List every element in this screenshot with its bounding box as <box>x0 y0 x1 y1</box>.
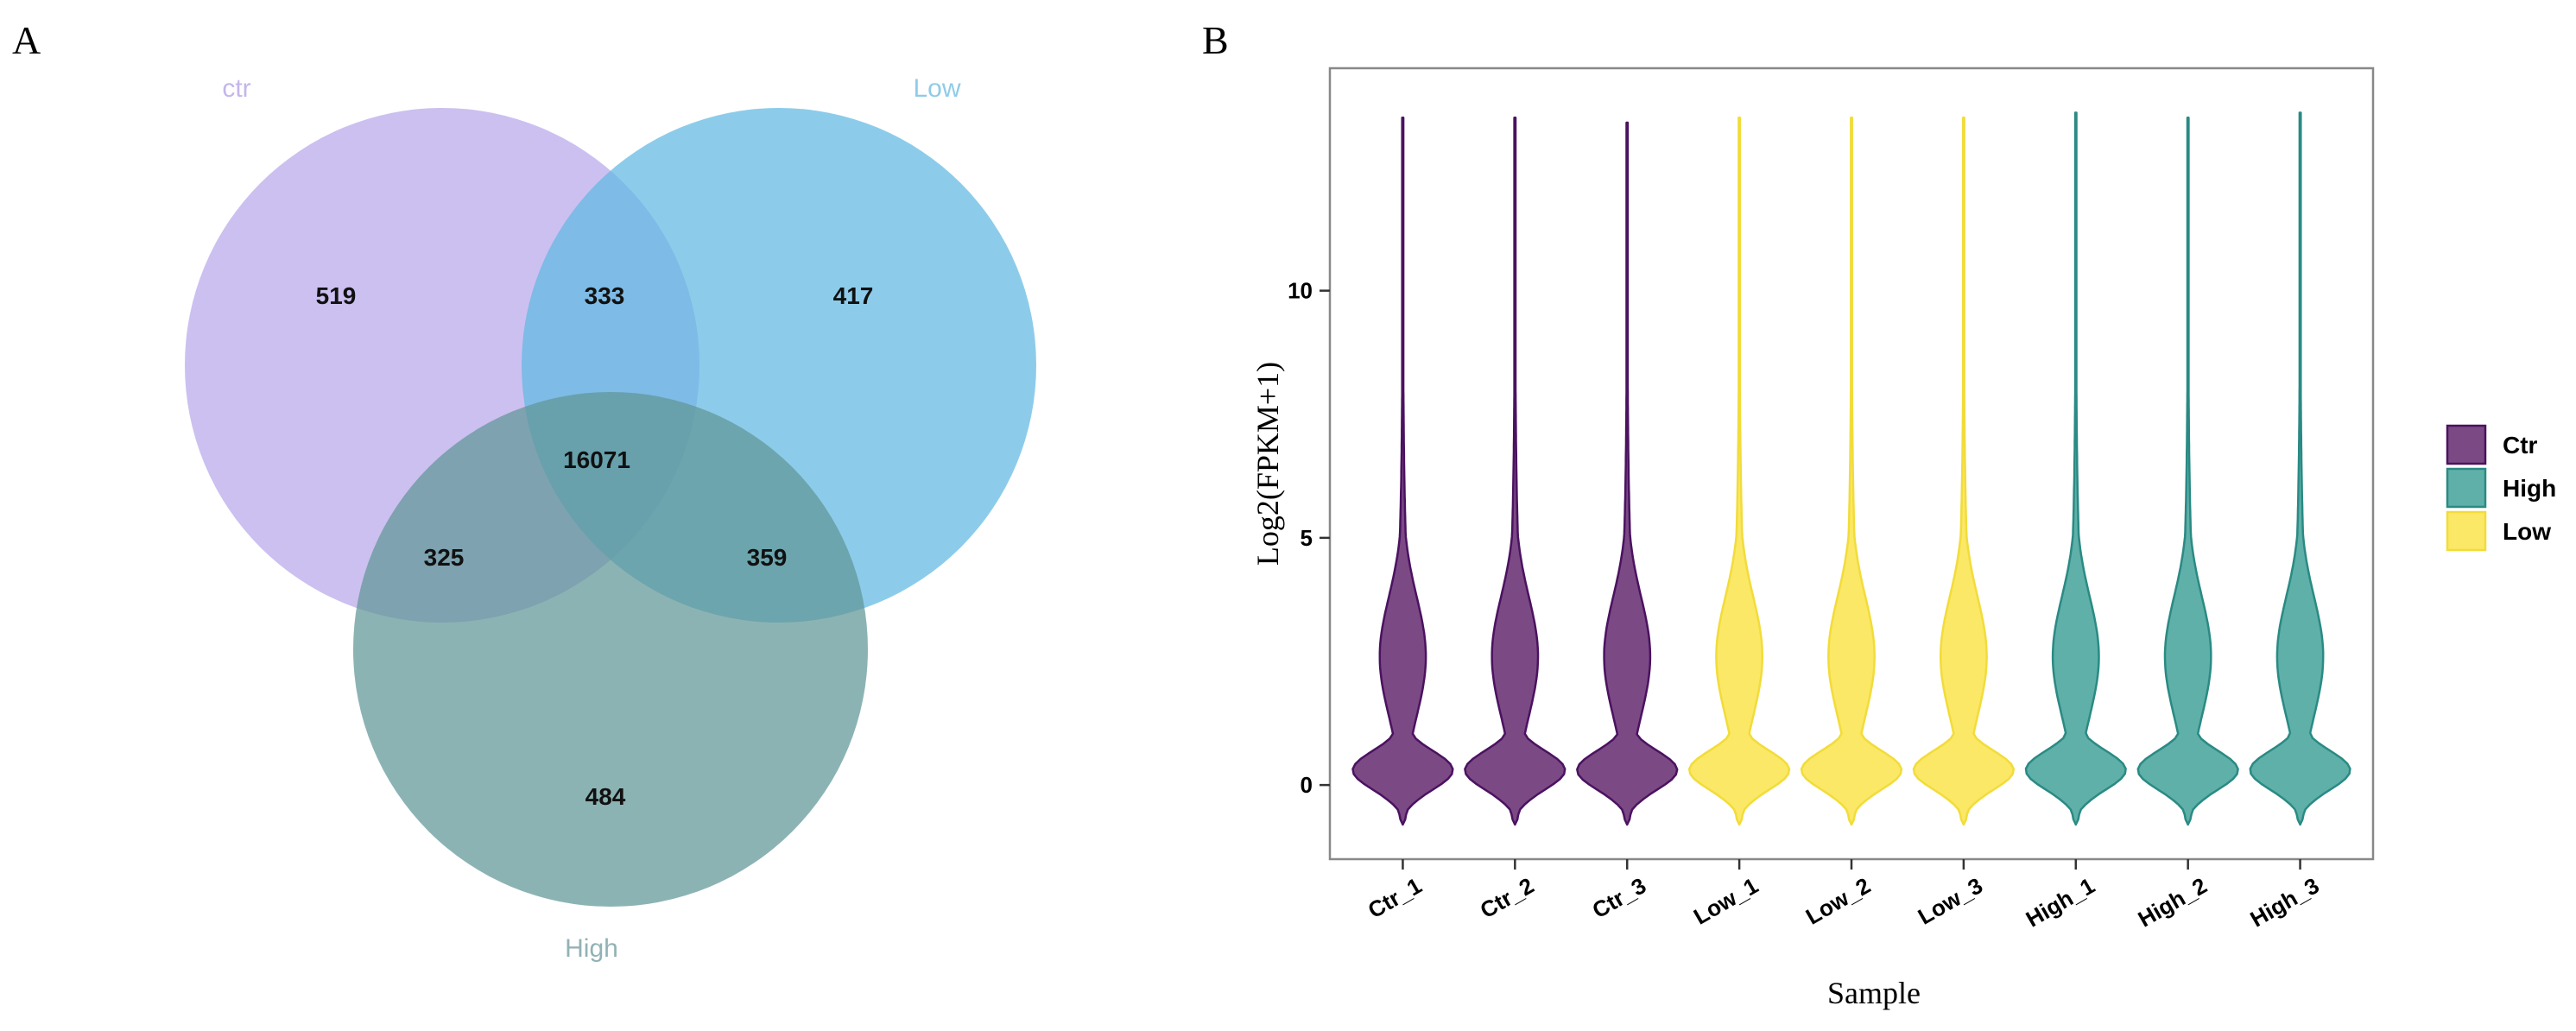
violin-low-2 <box>1800 117 1903 826</box>
y-tick-label: 0 <box>1301 772 1313 798</box>
violin-plot: 0 5 10 Ctr_1 Ctr_2 Ctr_3 Low_1 Low_2 Low_3 High_… <box>1250 66 2556 1010</box>
x-axis: Ctr_1 Ctr_2 Ctr_3 Low_1 Low_2 Low_3 High_1 High… <box>1364 859 2324 933</box>
x-tick-label: Ctr_1 <box>1364 872 1427 923</box>
venn-count-low-high: 359 <box>747 544 788 571</box>
venn-count-ctr-only: 519 <box>316 282 357 309</box>
x-tick-label: Low_3 <box>1914 872 1987 929</box>
violin-high-3 <box>2249 111 2351 826</box>
venn-count-all: 16071 <box>563 446 630 473</box>
violin-low-1 <box>1687 117 1791 826</box>
x-tick-label: Low_1 <box>1689 872 1763 929</box>
legend: Ctr High Low <box>2446 424 2556 552</box>
venn-label-high: High <box>565 934 618 963</box>
violin-low-3 <box>1912 117 2016 826</box>
legend-label-ctr: Ctr <box>2503 432 2538 459</box>
legend-swatch-ctr <box>2446 424 2487 465</box>
y-axis-title: Log2(FPKM+1) <box>1250 362 1285 566</box>
x-tick-label: Ctr_2 <box>1476 872 1539 923</box>
venn-diagram: ctr Low High 519 333 417 16071 325 359 4… <box>185 74 1036 963</box>
violins <box>1351 111 2351 826</box>
x-tick-label: High_3 <box>2245 872 2323 932</box>
legend-swatch-low <box>2446 510 2487 552</box>
venn-count-ctr-high: 325 <box>424 544 465 571</box>
x-tick-label: High_1 <box>2022 872 2099 932</box>
y-axis: 0 5 10 <box>1288 278 1330 798</box>
violin-ctr-3 <box>1576 121 1679 826</box>
venn-circle-high <box>353 392 868 907</box>
venn-label-ctr: ctr <box>222 74 250 103</box>
venn-count-high-only: 484 <box>585 783 626 810</box>
x-tick-label: Ctr_3 <box>1588 872 1651 923</box>
x-tick-label: Low_2 <box>1801 872 1875 929</box>
legend-label-low: Low <box>2503 518 2551 545</box>
y-tick-label: 5 <box>1301 525 1313 551</box>
violin-high-1 <box>2024 111 2127 826</box>
panel-a-letter: A <box>12 18 41 62</box>
venn-count-ctr-low: 333 <box>585 282 625 309</box>
violin-ctr-2 <box>1464 117 1566 826</box>
legend-swatch-high <box>2446 467 2487 509</box>
x-axis-title: Sample <box>1827 976 1921 1010</box>
legend-label-high: High <box>2503 475 2556 502</box>
x-tick-label: High_2 <box>2134 872 2212 932</box>
violin-ctr-1 <box>1351 117 1454 826</box>
venn-count-low-only: 417 <box>833 282 874 309</box>
venn-label-low: Low <box>913 74 960 103</box>
y-tick-label: 10 <box>1288 278 1313 304</box>
violin-high-2 <box>2136 117 2239 826</box>
panel-b-letter: B <box>1202 18 1229 62</box>
